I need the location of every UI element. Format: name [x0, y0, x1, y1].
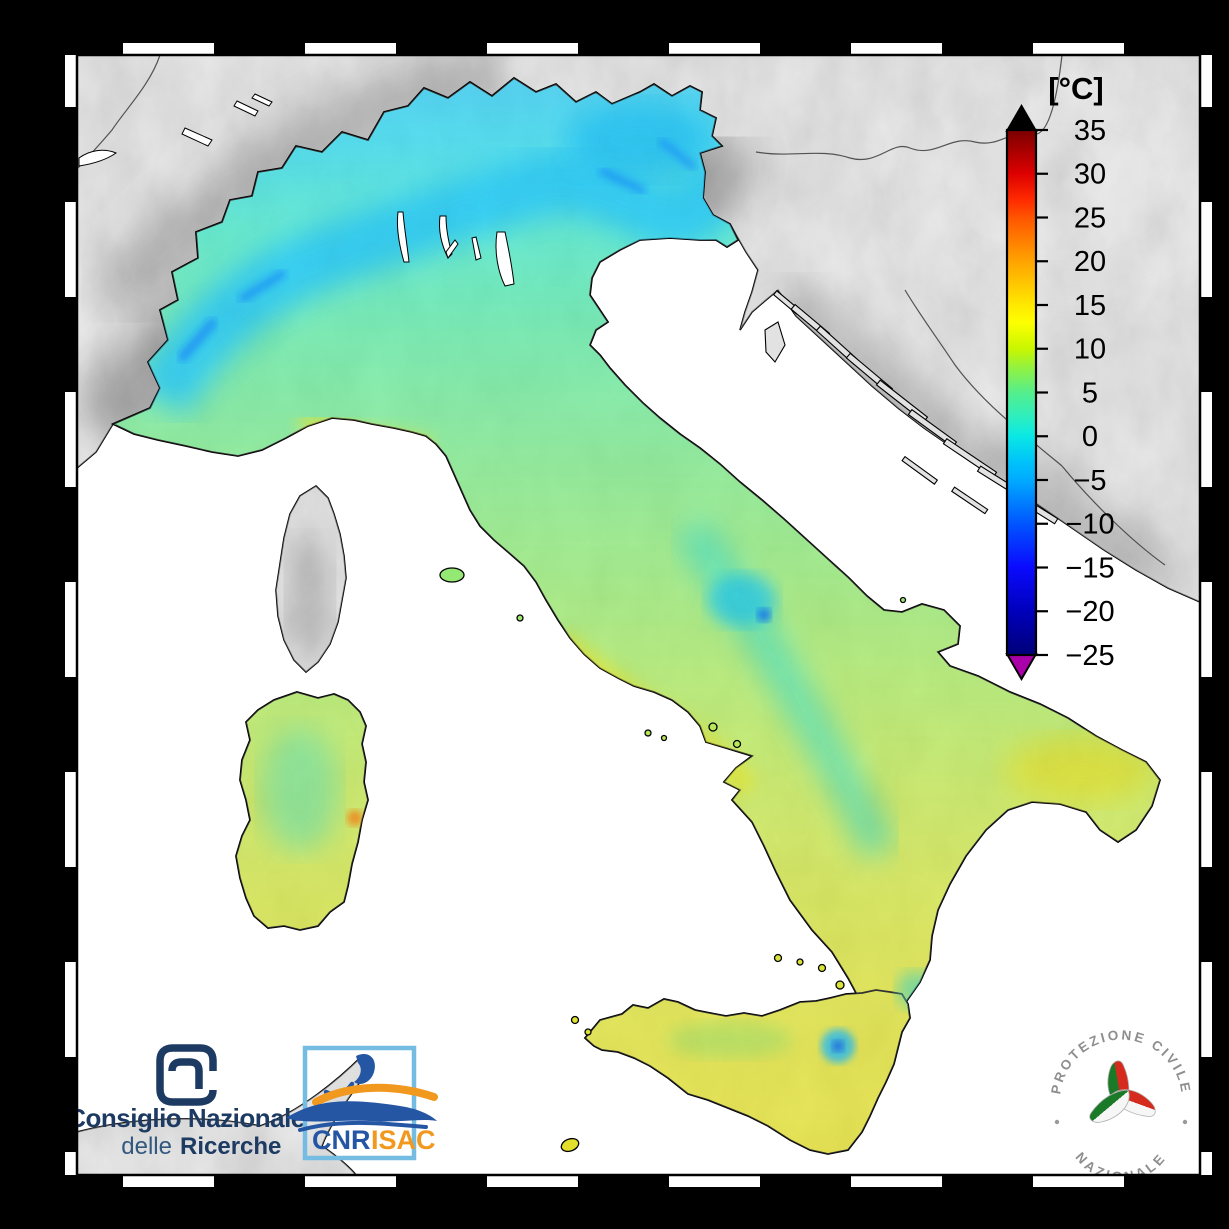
- colorbar-tick-label: −20: [1065, 596, 1114, 628]
- frame-ticks-bottom: [77, 1175, 1200, 1187]
- north-italy-lakes: [397, 211, 515, 287]
- colorbar-tick-label: −10: [1065, 509, 1114, 541]
- colorbar-ticks: [1036, 128, 1048, 657]
- colorbar-tick-label: 5: [1082, 378, 1098, 410]
- isac-swirl-icon: [286, 1053, 438, 1132]
- alpine-lakes: [78, 93, 273, 167]
- small-islands: [439, 567, 907, 1153]
- isac-isac-text: ISAC: [371, 1125, 436, 1155]
- colorbar-tick-label: −25: [1065, 640, 1114, 672]
- cnr-isac-logo: CNR ISAC: [286, 1045, 438, 1161]
- protezione-civile-triskelion-icon: [1089, 1060, 1156, 1123]
- cnr-name-line2-bold: Ricerche: [180, 1133, 281, 1160]
- colorbar-unit-label: [°C]: [1048, 71, 1103, 106]
- frame-ticks-right: [1200, 55, 1212, 1175]
- colorbar-gradient: [1005, 128, 1038, 657]
- colorbar-tick-label: 15: [1074, 290, 1106, 322]
- colorbar-tick-label: 30: [1074, 159, 1106, 191]
- frame-ticks-top: [77, 43, 1200, 55]
- colorbar-tick-label: 10: [1074, 334, 1106, 366]
- cnr-logo: Consiglio Nazionale delle Ricerche: [67, 1044, 305, 1160]
- pc-dot-right: [1182, 1119, 1188, 1125]
- cnr-name-line1: Consiglio Nazionale: [67, 1103, 305, 1133]
- cnr-name-line2-light: delle: [121, 1133, 172, 1160]
- colorbar-tick-label: 25: [1074, 203, 1106, 235]
- isac-frame: [302, 1045, 417, 1161]
- isac-cnr-text: CNR: [312, 1125, 371, 1155]
- colorbar-tick-label: −5: [1073, 465, 1106, 497]
- colorbar-tick-label: 35: [1074, 115, 1106, 147]
- colorbar-tick-label: 0: [1082, 421, 1098, 453]
- map-frame: [65, 43, 1212, 1187]
- colorbar: [°C] 35 30 25 20 15 10 5 0 −5 −10 −15 −2…: [1005, 71, 1115, 681]
- pc-dot-left: [1054, 1119, 1060, 1125]
- frame-ticks-left: [65, 55, 77, 1175]
- cnr-emblem-icon: [156, 1044, 217, 1106]
- colorbar-tick-label: 20: [1074, 246, 1106, 278]
- colorbar-tick-label: −15: [1065, 553, 1114, 585]
- map-border: [75, 53, 1202, 1177]
- map-canvas: [°C] 35 30 25 20 15 10 5 0 −5 −10 −15 −2…: [67, 55, 1200, 1175]
